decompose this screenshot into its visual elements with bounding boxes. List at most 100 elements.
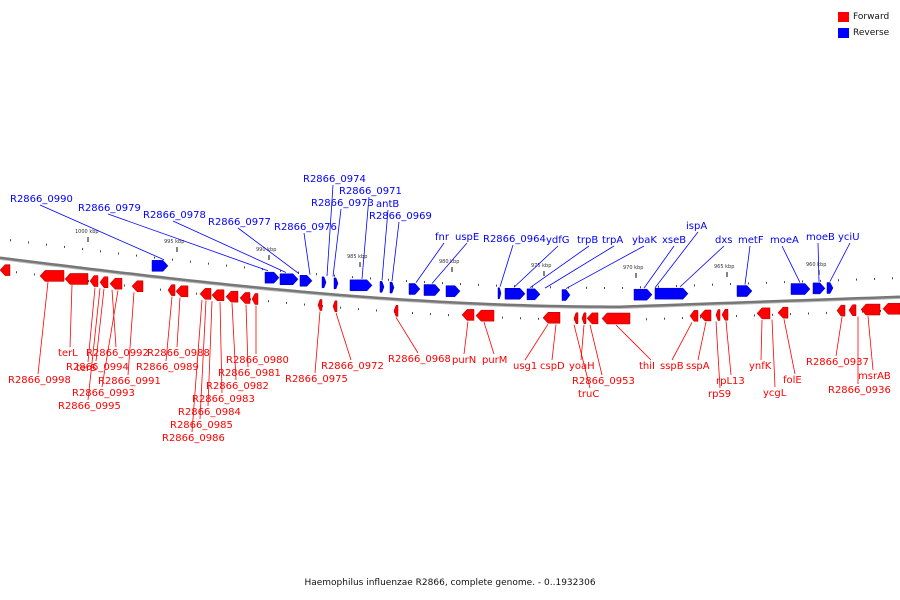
forward-gene-label: yoaH [569,361,595,372]
reverse-label-leader [744,245,751,285]
scale-ticks-layer: 1000 kbp 995 kbp 990 kbp 985 kbp 980 kbp 975 … [10,229,899,321]
minor-tick [712,283,713,286]
reverse-gene-label: ydfG [546,235,570,246]
reverse-gene-label: R2866_0964 [483,234,546,245]
reverse-gene-arrow [423,284,441,296]
minor-tick [766,281,767,284]
minor-tick [46,243,47,246]
minor-tick [244,266,245,269]
minor-tick [586,286,587,289]
genome-backbone-shadow [0,259,900,309]
reverse-gene-arrow [790,283,811,295]
forward-label-leader [37,281,49,375]
reverse-gene-arrow [633,288,653,301]
reverse-gene-label: metF [738,235,764,246]
forward-label-leader [199,300,207,420]
forward-gene-label: R2866_0986 [162,433,225,444]
reverse-gene-label: moeB [806,232,835,243]
reverse-gene-arrow [812,282,826,295]
tick-label: 990 kbp [256,247,276,253]
minor-tick [118,252,119,255]
reverse-gene-label: R2866_0976 [274,222,337,233]
forward-gene-label: R2866_0982 [206,381,269,392]
reverse-label-leader [529,245,590,289]
forward-label-leader [760,319,763,361]
forward-label-leader [589,324,603,376]
forward-gene-arrow [393,305,399,317]
forward-label-leader [95,288,105,362]
forward-label-leader [771,319,776,388]
forward-swatch [838,11,849,22]
forward-label-leader [127,292,135,376]
reverse-label-leader [303,232,311,275]
reverse-gene-arrow [526,288,541,301]
forward-gene-label: usg1 [513,361,537,372]
forward-gene-label: thiI [639,361,655,372]
reverse-label-leader [654,231,699,288]
forward-gene-arrow [0,264,11,276]
reverse-gene-arrow [497,287,502,299]
forward-gene-arrow [573,312,579,324]
minor-tick [250,298,251,301]
forward-gene-label: R2866_0991 [98,376,161,387]
forward-gene-arrow [239,292,251,304]
forward-gene-label: R2866_0953 [572,376,635,387]
forward-gene-arrow [131,280,144,292]
minor-tick [196,292,197,295]
reverse-gene-arrow [333,277,339,290]
reverse-gene-arrow [408,283,421,295]
forward-gene-label: sspA [686,361,710,372]
reverse-gene-label: dxs [715,235,732,246]
reverse-swatch [838,27,849,38]
forward-gene-arrow [475,309,495,322]
reverse-label-leader [332,208,342,277]
forward-gene-arrow [89,275,99,287]
minor-tick [154,256,155,259]
reverse-gene-arrow [654,287,689,300]
minor-tick [322,305,323,308]
reverse-gene-arrow [504,288,526,300]
forward-gene-label: msrAB [858,371,891,382]
minor-tick [298,271,299,274]
minor-tick [442,282,443,285]
minor-tick [16,271,17,274]
minor-tick [622,286,623,289]
forward-gene-arrow [581,312,587,325]
tick-label: 985 kbp [347,254,367,260]
forward-gene-label: R2866_0984 [178,407,241,418]
forward-gene-arrow [211,289,225,301]
minor-tick [34,273,35,276]
legend: Forward Reverse [838,9,900,41]
forward-gene-arrow [542,312,561,324]
reverse-label-leader [431,242,468,284]
reverse-gene-arrow [379,281,385,293]
minor-tick [736,315,737,318]
forward-gene-label: R2866_0983 [192,394,255,405]
forward-gene-label: R2866_0968 [388,354,451,365]
reverse-gene-label: R2866_0978 [143,210,206,221]
minor-tick [100,250,101,253]
forward-label-leader [69,284,73,348]
minor-tick [664,317,665,320]
minor-tick [340,306,341,309]
reverse-gene-label: uspE [455,232,479,243]
forward-gene-label: purN [452,355,476,366]
legend-reverse-label: Reverse [853,27,890,38]
forward-gene-arrow [251,293,259,305]
minor-tick [784,281,785,284]
minor-tick [790,313,791,316]
reverse-label-leader [237,227,300,274]
minor-tick [496,284,497,287]
forward-label-leader [87,287,96,363]
forward-gene-arrow [777,306,789,319]
reverse-gene-label: xseB [662,235,686,246]
minor-tick [352,276,353,279]
minor-tick [190,260,191,263]
forward-gene-label: R2866_0993 [72,388,135,399]
reverse-gene-arrow [264,271,280,284]
forward-gene-arrow [721,309,729,321]
legend-forward: Forward [838,9,900,24]
minor-tick [802,280,803,283]
